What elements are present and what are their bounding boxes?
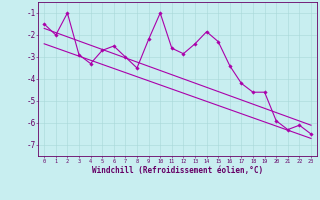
X-axis label: Windchill (Refroidissement éolien,°C): Windchill (Refroidissement éolien,°C)	[92, 166, 263, 175]
